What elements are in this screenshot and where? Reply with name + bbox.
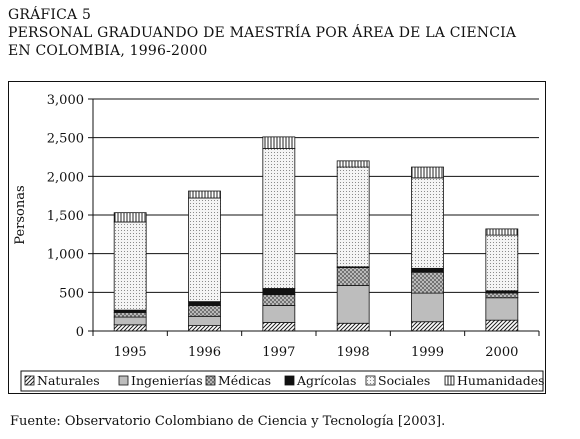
legend-label-agrícolas: Agrícolas	[296, 373, 356, 388]
bar-segment-agrícolas	[188, 301, 221, 306]
bar-segment-sociales	[113, 221, 147, 311]
bar-segment-médicas	[262, 294, 296, 306]
legend-box	[20, 370, 544, 392]
y-tick-label: 2,000	[47, 170, 84, 185]
y-tick-label: 0	[76, 325, 84, 340]
legend-label-ingenierías: Ingenierías	[131, 373, 203, 388]
legend-label-médicas: Médicas	[218, 373, 271, 388]
bars-layer	[113, 136, 519, 332]
chart-frame: 0 500 1,000 1,500 2,000 2,500 3,000 Personas 199…	[8, 81, 546, 394]
bar-segment-ingenierías	[411, 292, 444, 323]
bar-segment-sociales	[262, 148, 296, 289]
chart-title-line-1: PERSONAL GRADUANDO DE MAESTRÍA POR ÁREA …	[8, 25, 517, 41]
bar-segment-médicas	[336, 267, 370, 286]
chart-title-line-2: EN COLOMBIA, 1996-2000	[8, 42, 573, 60]
bar-segment-naturales	[336, 322, 370, 332]
y-tick-label: 500	[59, 286, 84, 301]
bar-segment-médicas	[188, 305, 221, 317]
chart-header: GRÁFICA 5 PERSONAL GRADUANDO DE MAESTRÍA…	[8, 6, 573, 60]
bar-segment-médicas	[113, 312, 147, 318]
chart-title-years: , 1996-2000	[120, 43, 208, 59]
bar-segment-naturales	[411, 321, 444, 332]
legend-swatch-agrícolas	[284, 375, 295, 386]
grid-layer	[93, 98, 539, 293]
legend-swatch-sociales	[365, 375, 376, 386]
legend-label-humanidades: Humanidades	[457, 373, 545, 388]
legend-swatch-médicas	[205, 375, 216, 386]
legend-swatch-naturales	[24, 375, 35, 386]
bar-segment-agrícolas	[411, 267, 444, 273]
x-tick-label: 2000	[485, 345, 518, 360]
bar-segment-humanidades	[336, 160, 370, 168]
x-tick-label: 1998	[337, 345, 370, 360]
source-note: Fuente: Observatorio Colombiano de Cienc…	[10, 414, 446, 429]
figure-number: GRÁFICA 5	[8, 7, 92, 23]
bar-segment-sociales	[485, 234, 519, 292]
y-tick-label: 2,500	[47, 132, 84, 147]
legend-swatch-humanidades	[444, 375, 455, 386]
bar-segment-ingenierías	[485, 297, 519, 321]
bar-segment-naturales	[188, 325, 221, 332]
bar-segment-ingenierías	[188, 315, 221, 326]
bar-segment-humanidades	[113, 212, 147, 223]
bar-segment-ingenierías	[262, 305, 296, 323]
bar-segment-sociales	[188, 197, 221, 303]
y-tick-label: 3,000	[47, 93, 84, 108]
y-axis-label: Personas	[13, 185, 28, 244]
y-tick-label: 1,000	[47, 248, 84, 263]
x-tick-label: 1996	[188, 345, 221, 360]
x-tick-label: 1997	[262, 345, 295, 360]
legend: Naturales Ingenierías Médicas Agrícolas Soci…	[20, 370, 545, 392]
legend-label-sociales: Sociales	[378, 373, 430, 388]
bar-segment-humanidades	[411, 166, 444, 179]
bar-segment-médicas	[411, 271, 444, 294]
axes-layer: 0 500 1,000 1,500 2,000 2,500 3,000 Personas 199…	[13, 93, 540, 360]
legend-swatch-ingenierías	[118, 375, 129, 386]
bar-segment-humanidades	[485, 228, 519, 236]
x-tick-label: 1995	[114, 345, 147, 360]
bar-segment-naturales	[113, 324, 147, 332]
chart-title-country: EN COLOMBIA	[8, 43, 121, 59]
bar-segment-ingenierías	[336, 284, 370, 324]
stacked-bar-chart: 0 500 1,000 1,500 2,000 2,500 3,000 Personas 199…	[13, 93, 545, 392]
bar-segment-sociales	[336, 166, 370, 268]
bar-segment-naturales	[262, 322, 296, 332]
bar-segment-humanidades	[262, 136, 296, 149]
bar-segment-ingenierías	[113, 316, 147, 326]
bar-segment-médicas	[485, 292, 519, 299]
y-tick-label: 1,500	[47, 209, 84, 224]
bar-segment-agrícolas	[262, 288, 296, 296]
x-tick-label: 1999	[411, 345, 444, 360]
bar-segment-sociales	[411, 177, 444, 269]
bar-segment-humanidades	[188, 190, 221, 199]
bar-segment-naturales	[485, 319, 519, 332]
legend-label-naturales: Naturales	[37, 373, 100, 388]
